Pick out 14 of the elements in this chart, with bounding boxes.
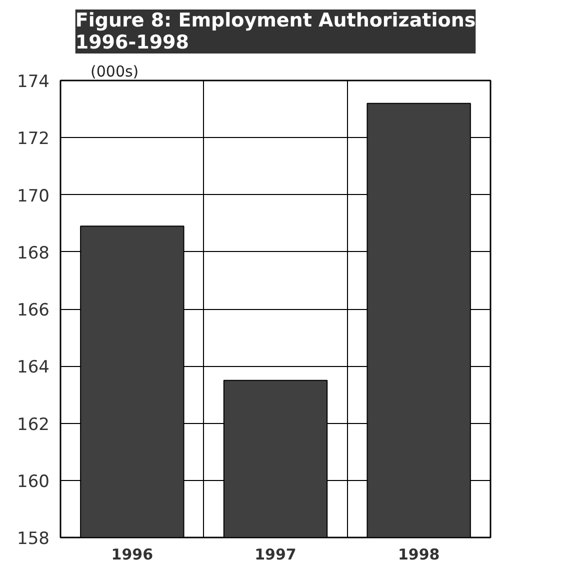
y-tick-label: 158 bbox=[17, 529, 50, 549]
x-tick-label: 1998 bbox=[398, 546, 440, 564]
y-tick-label: 168 bbox=[17, 243, 50, 264]
chart-title: Figure 8: Employment Authorizations 1996-1998 bbox=[75, 10, 476, 54]
y-tick-label: 172 bbox=[17, 129, 50, 150]
y-tick-label: 174 bbox=[17, 72, 50, 92]
x-tick-label: 1996 bbox=[111, 546, 154, 564]
y-tick-label: 162 bbox=[17, 414, 50, 435]
y-tick-label: 166 bbox=[17, 300, 50, 320]
y-tick-label: 164 bbox=[17, 358, 50, 378]
y-axis-title: (000s) bbox=[90, 62, 139, 80]
y-tick-label: 170 bbox=[17, 186, 50, 206]
y-tick-label: 160 bbox=[17, 472, 50, 492]
x-tick-label: 1997 bbox=[254, 546, 296, 564]
